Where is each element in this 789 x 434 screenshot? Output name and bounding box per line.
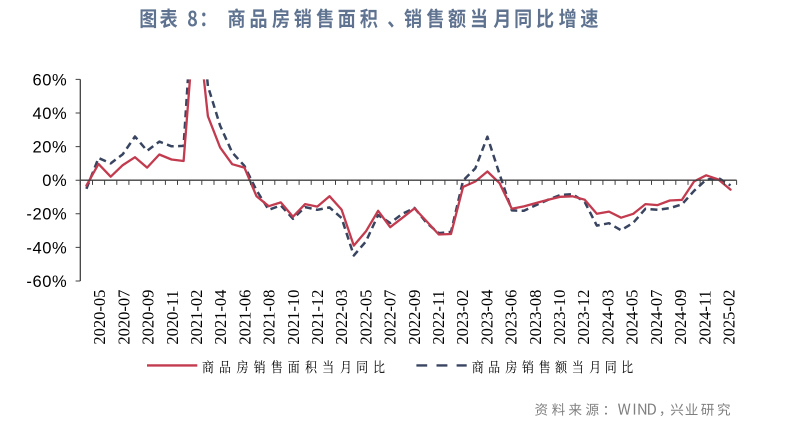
- svg-text:20%: 20%: [32, 139, 67, 157]
- svg-text:2022-07: 2022-07: [381, 290, 400, 345]
- svg-text:2023-12: 2023-12: [574, 290, 593, 345]
- svg-text:2021-04: 2021-04: [211, 290, 230, 345]
- svg-text:2023-02: 2023-02: [453, 290, 472, 345]
- svg-text:2024-07: 2024-07: [647, 290, 666, 345]
- svg-text:2022-09: 2022-09: [405, 290, 424, 345]
- svg-text:-40%: -40%: [26, 239, 67, 257]
- svg-text:2020-09: 2020-09: [139, 290, 158, 345]
- svg-text:2024-05: 2024-05: [623, 290, 642, 345]
- svg-text:2020-11: 2020-11: [163, 290, 182, 344]
- svg-text:-60%: -60%: [26, 273, 67, 291]
- svg-text:2023-06: 2023-06: [502, 290, 521, 345]
- svg-text:0%: 0%: [42, 172, 67, 190]
- svg-text:40%: 40%: [32, 105, 67, 123]
- svg-text:2020-07: 2020-07: [114, 290, 133, 345]
- svg-text:2023-10: 2023-10: [550, 290, 569, 345]
- svg-text:2021-06: 2021-06: [235, 290, 254, 345]
- svg-text:2022-11: 2022-11: [429, 290, 448, 344]
- svg-text:60%: 60%: [32, 71, 67, 89]
- svg-text:2020-05: 2020-05: [90, 290, 109, 345]
- svg-text:2023-08: 2023-08: [526, 290, 545, 345]
- svg-text:2024-11: 2024-11: [695, 290, 714, 344]
- svg-text:2024-09: 2024-09: [671, 290, 690, 345]
- svg-text:2021-02: 2021-02: [187, 290, 206, 345]
- svg-text:2024-03: 2024-03: [599, 290, 618, 345]
- svg-text:2022-03: 2022-03: [332, 290, 351, 345]
- svg-text:2025-02: 2025-02: [720, 290, 739, 345]
- svg-text:2022-05: 2022-05: [356, 290, 375, 345]
- svg-text:2021-08: 2021-08: [260, 290, 279, 345]
- svg-text:-20%: -20%: [26, 206, 67, 224]
- svg-text:2023-04: 2023-04: [477, 290, 496, 345]
- svg-text:2021-12: 2021-12: [308, 290, 327, 345]
- svg-text:2021-10: 2021-10: [284, 290, 303, 345]
